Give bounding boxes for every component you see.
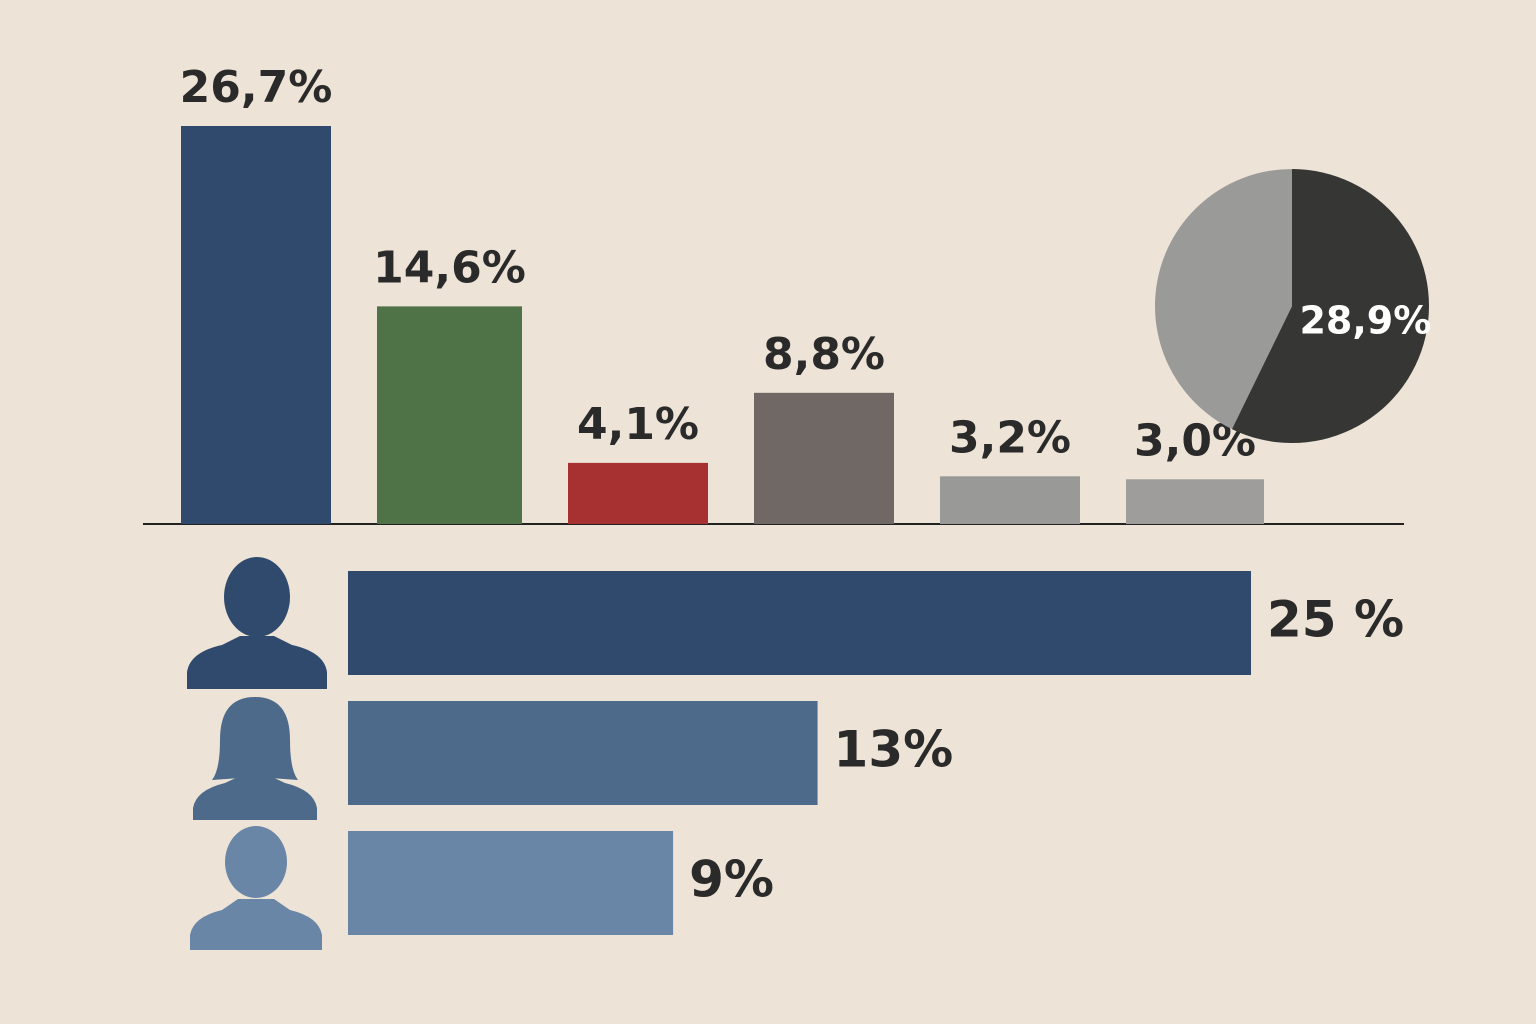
bar: [377, 306, 522, 524]
pie-slice: [1231, 169, 1429, 443]
bar: [940, 476, 1080, 524]
value-label: 8,8%: [763, 329, 885, 380]
woman-icon: [193, 697, 317, 820]
bar: [754, 392, 894, 524]
value-label: 13%: [834, 721, 954, 779]
bar: [181, 126, 331, 524]
hbar: [348, 701, 818, 805]
value-label: 4,1%: [577, 399, 699, 450]
person-icon: [190, 826, 322, 950]
pie-slice: [1155, 169, 1292, 430]
bar: [1126, 479, 1264, 524]
man-icon: [187, 557, 327, 689]
value-label: 26,7%: [180, 62, 333, 113]
value-label: 25 %: [1267, 591, 1404, 649]
value-label: 9%: [689, 851, 774, 909]
value-label: 3,2%: [949, 412, 1071, 463]
pie-label: 28,9%: [1299, 298, 1431, 342]
bar: [568, 462, 708, 524]
hbar: [348, 831, 674, 935]
value-label: 14,6%: [373, 242, 526, 293]
hbar: [348, 571, 1251, 675]
